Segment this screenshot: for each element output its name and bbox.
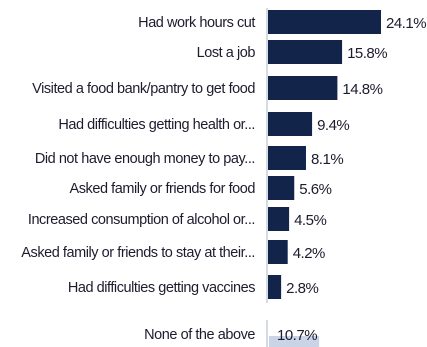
category-label: Did not have enough money to pay... <box>35 151 255 167</box>
value-label: 4.5% <box>294 212 326 229</box>
bar <box>269 336 320 347</box>
value-label: 14.8% <box>342 81 382 98</box>
value-label: 2.8% <box>286 280 318 297</box>
bar <box>268 40 343 64</box>
bar <box>268 112 313 136</box>
category-label: Asked family or friends to stay at their… <box>21 245 255 261</box>
bar <box>268 207 290 231</box>
value-label: 4.2% <box>293 245 325 262</box>
category-label: Had work hours cut <box>138 15 255 31</box>
bar <box>268 176 295 200</box>
category-label: Had difficulties getting vaccines <box>68 280 255 296</box>
bar <box>268 146 306 170</box>
category-label: Lost a job <box>197 45 256 61</box>
bar <box>268 10 381 34</box>
bar <box>268 76 338 100</box>
category-label: Visited a food bank/pantry to get food <box>32 81 255 97</box>
value-label: 15.8% <box>347 45 387 62</box>
value-label: 5.6% <box>299 181 331 198</box>
value-label: 8.1% <box>311 151 343 168</box>
bar <box>268 240 288 264</box>
category-label: None of the above <box>144 327 255 343</box>
value-label: 9.4% <box>317 117 349 134</box>
value-label: 24.1% <box>386 15 426 32</box>
value-label: 10.7% <box>277 327 317 344</box>
category-label: Had difficulties getting health or... <box>58 117 255 133</box>
bar <box>268 275 282 299</box>
category-label: Increased consumption of alcohol or... <box>28 212 255 228</box>
category-label: Asked family or friends for food <box>70 181 256 197</box>
